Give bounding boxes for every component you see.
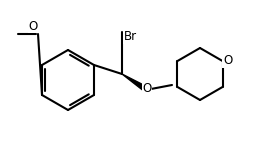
Text: O: O [142, 83, 152, 95]
Text: O: O [28, 19, 38, 33]
Polygon shape [122, 74, 145, 90]
Text: O: O [223, 55, 232, 67]
Text: Br: Br [123, 31, 137, 43]
